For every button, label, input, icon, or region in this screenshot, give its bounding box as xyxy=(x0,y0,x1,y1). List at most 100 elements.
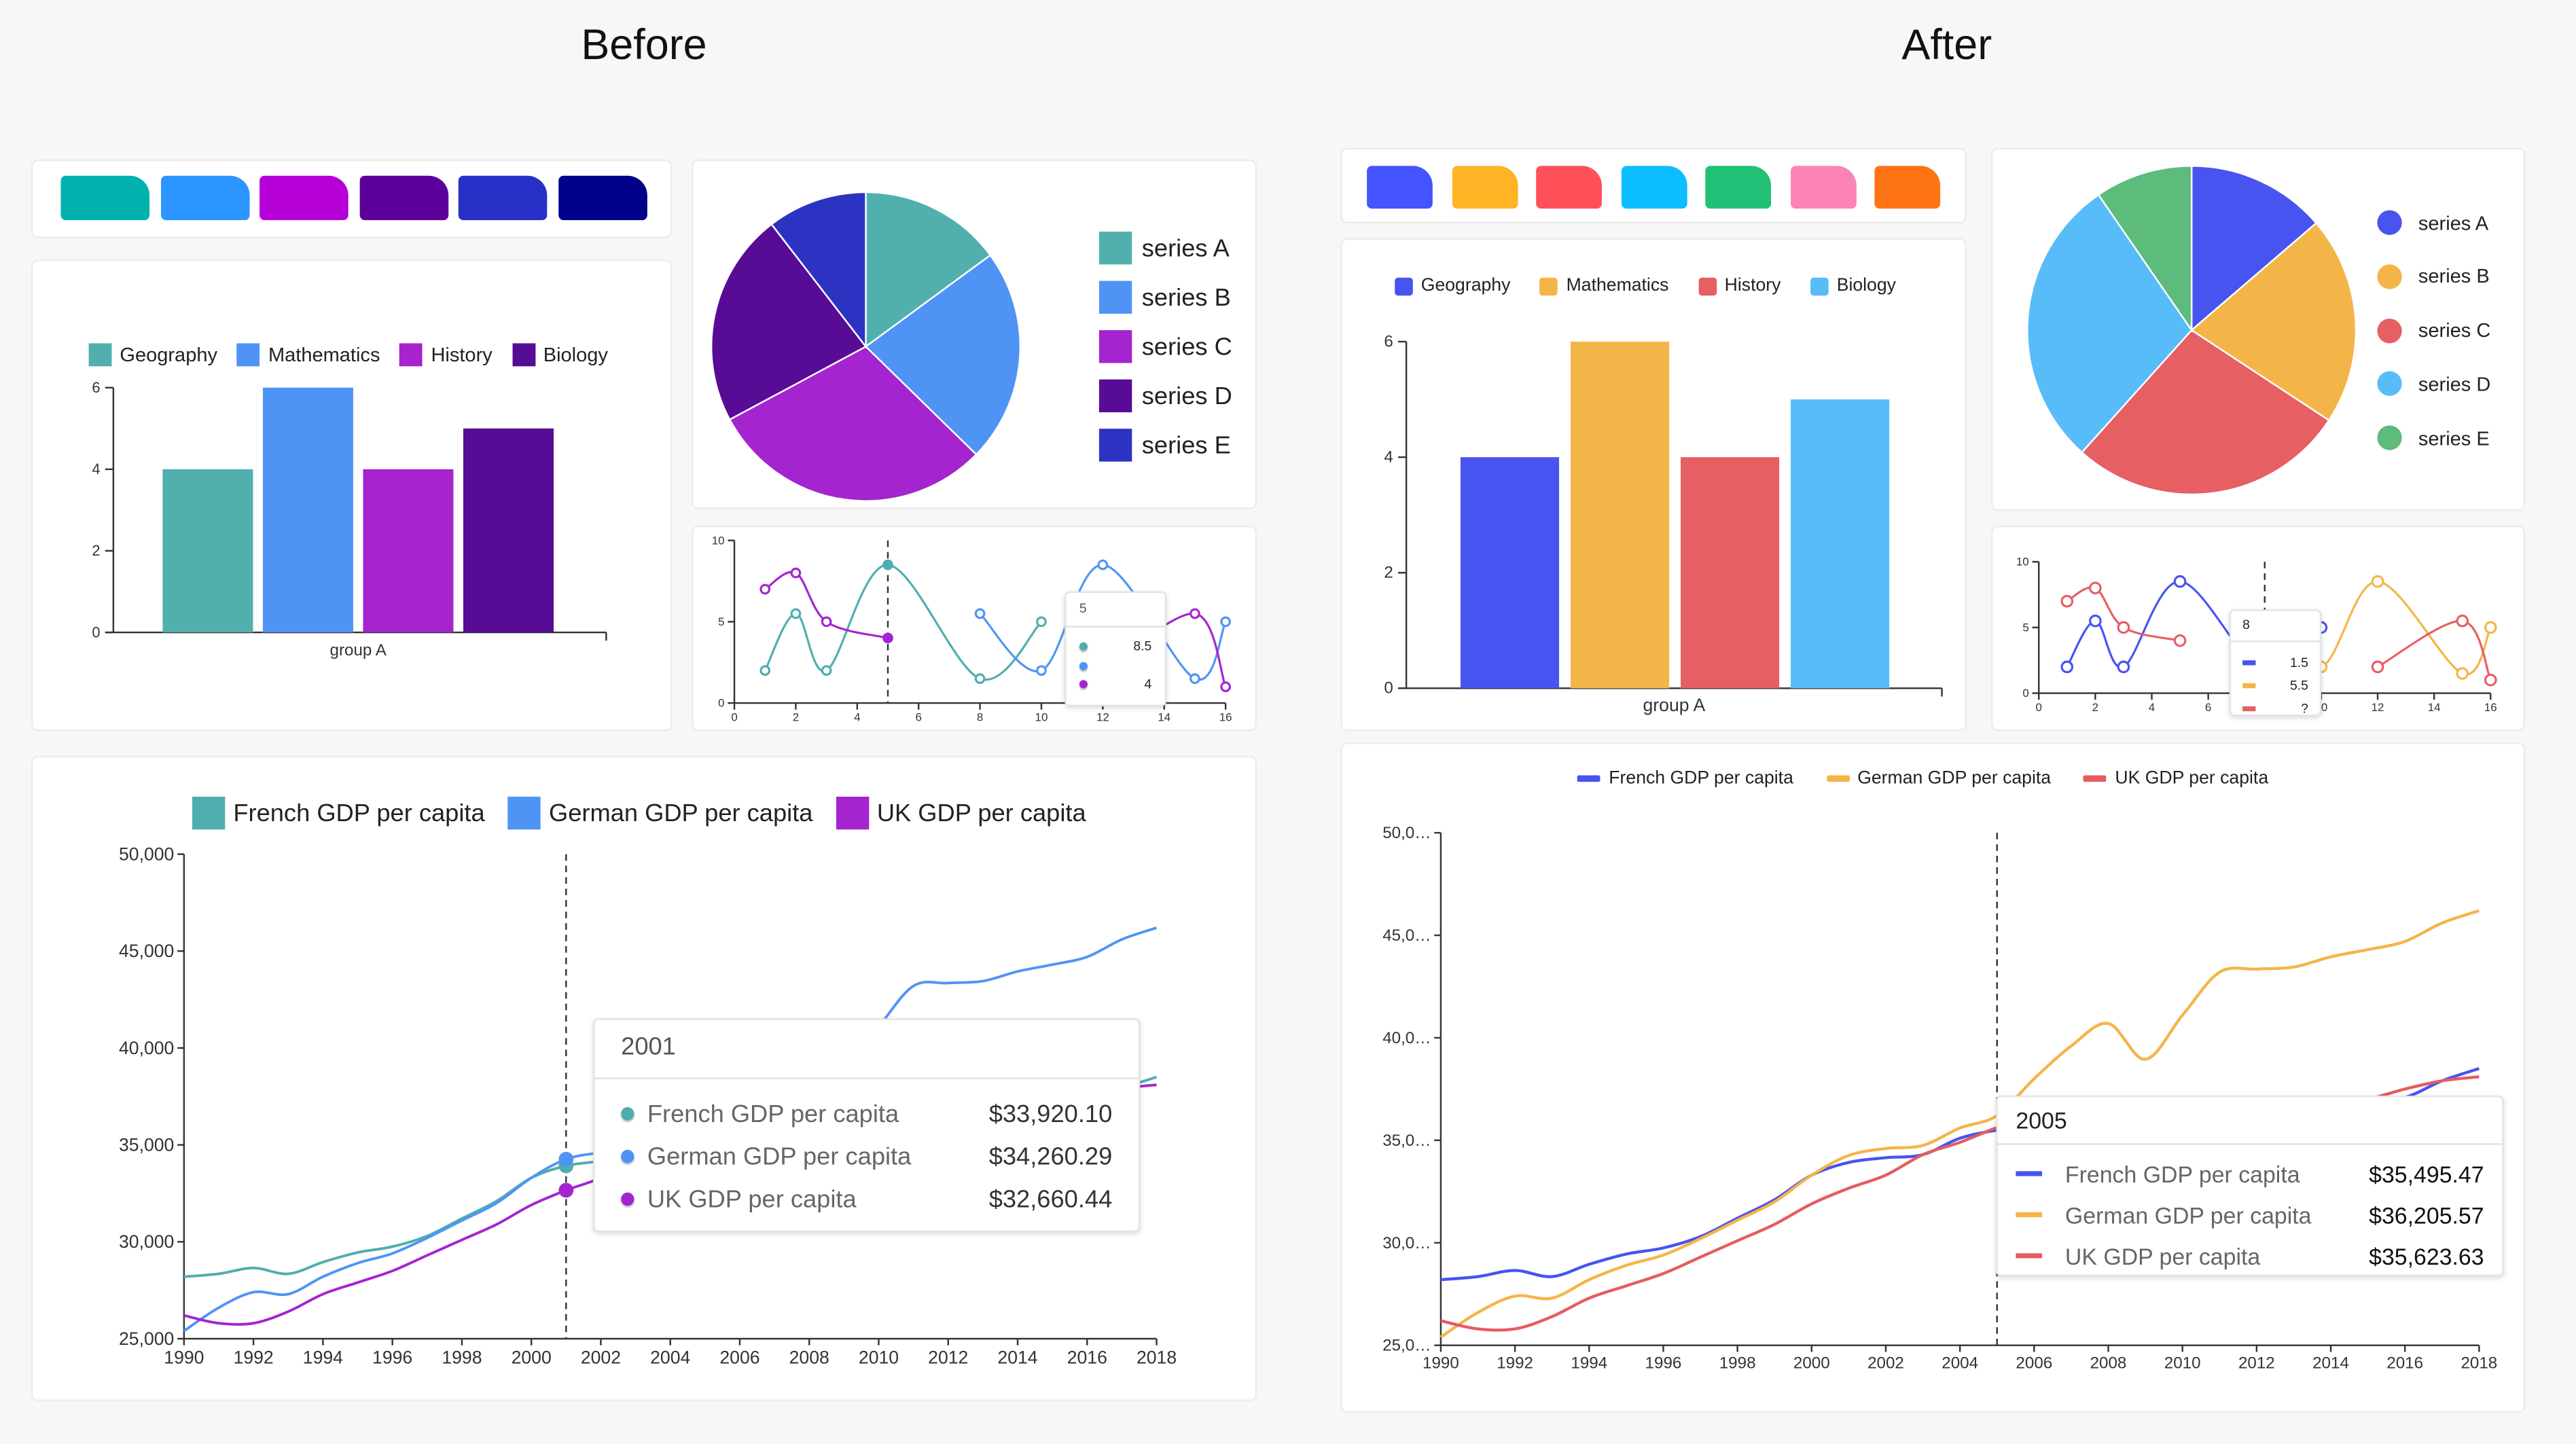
data-point[interactable] xyxy=(1036,665,1047,676)
legend-item[interactable]: History xyxy=(399,343,499,367)
data-point[interactable] xyxy=(2484,673,2497,687)
legend-item[interactable]: series B xyxy=(1098,281,1231,314)
data-point[interactable] xyxy=(2456,614,2469,628)
legend-item[interactable]: Geography xyxy=(1395,276,1527,295)
data-point[interactable] xyxy=(1220,681,1231,692)
series-line[interactable] xyxy=(764,571,889,639)
pie-slice[interactable] xyxy=(728,345,978,502)
legend-item[interactable]: History xyxy=(1698,276,1797,295)
pie-slice[interactable] xyxy=(710,223,867,421)
legend-marker-icon xyxy=(1826,775,1850,782)
data-point[interactable] xyxy=(2173,634,2187,647)
color-swatch[interactable] xyxy=(260,175,349,221)
color-swatch[interactable] xyxy=(160,175,249,221)
legend-item[interactable]: German GDP per capita xyxy=(507,796,823,830)
color-swatch[interactable] xyxy=(1620,166,1687,209)
data-point[interactable] xyxy=(1220,616,1231,628)
legend-label: Geography xyxy=(1420,276,1511,296)
color-swatch[interactable] xyxy=(60,175,150,221)
bar[interactable] xyxy=(1570,342,1670,689)
x-tick-label: 6 xyxy=(915,711,921,724)
bar[interactable] xyxy=(1460,457,1560,689)
data-point[interactable] xyxy=(2456,667,2469,680)
data-point[interactable] xyxy=(2371,660,2384,674)
legend-item[interactable]: Mathematics xyxy=(237,343,387,367)
data-point[interactable] xyxy=(2089,581,2102,595)
legend-item[interactable]: French GDP per capita xyxy=(1577,769,1813,789)
legend-item[interactable]: French GDP per capita xyxy=(192,796,495,830)
data-point[interactable] xyxy=(2117,621,2130,634)
legend-marker-icon xyxy=(2377,425,2402,451)
active-data-point[interactable] xyxy=(558,1151,574,1167)
series-line[interactable] xyxy=(2066,586,2181,642)
bar[interactable] xyxy=(463,428,554,633)
color-swatch[interactable] xyxy=(1451,166,1518,209)
legend-item[interactable]: Mathematics xyxy=(1539,276,1685,295)
legend-item[interactable]: series E xyxy=(2377,425,2490,451)
pie-slice[interactable] xyxy=(2190,221,2357,422)
color-swatch[interactable] xyxy=(1874,166,1941,209)
data-point[interactable] xyxy=(1189,608,1200,619)
data-point[interactable] xyxy=(1036,616,1047,628)
data-point[interactable] xyxy=(821,665,832,676)
series-line[interactable] xyxy=(1439,909,2480,1339)
legend-item[interactable]: series C xyxy=(2377,318,2490,343)
active-data-point[interactable] xyxy=(882,559,893,571)
legend-item[interactable]: series A xyxy=(2377,210,2488,235)
data-point[interactable] xyxy=(2484,621,2497,634)
pie-slice[interactable] xyxy=(2026,194,2193,454)
color-swatch[interactable] xyxy=(359,175,448,221)
color-swatch[interactable] xyxy=(1367,166,1433,209)
legend-item[interactable]: Biology xyxy=(1810,276,1912,295)
legend-item[interactable]: series E xyxy=(1098,429,1231,462)
data-point[interactable] xyxy=(2371,575,2384,588)
x-tick-label: 1994 xyxy=(1571,1354,1607,1373)
legend-item[interactable]: Geography xyxy=(88,343,223,367)
chart-svg: 0 2 4 6 group A xyxy=(1384,332,1943,715)
legend-marker-icon xyxy=(2377,318,2402,343)
pie-slice[interactable] xyxy=(2190,165,2318,332)
legend-item[interactable]: UK GDP per capita xyxy=(2083,769,2288,789)
bar[interactable] xyxy=(162,469,253,633)
active-data-point[interactable] xyxy=(558,1183,574,1198)
data-point[interactable] xyxy=(759,583,771,595)
data-point[interactable] xyxy=(974,673,986,685)
legend-item[interactable]: German GDP per capita xyxy=(1826,769,2071,789)
data-point[interactable] xyxy=(2060,594,2074,608)
color-swatch[interactable] xyxy=(1705,166,1772,209)
data-point[interactable] xyxy=(1189,673,1200,685)
pie-slice[interactable] xyxy=(865,191,992,348)
legend-marker-icon xyxy=(2377,372,2402,397)
data-point[interactable] xyxy=(790,608,802,619)
legend-item[interactable]: Biology xyxy=(512,343,615,367)
legend-item[interactable]: series D xyxy=(2377,372,2490,397)
data-point[interactable] xyxy=(759,665,771,676)
color-swatch[interactable] xyxy=(1789,166,1856,209)
data-point[interactable] xyxy=(821,616,832,628)
bar[interactable] xyxy=(1791,399,1890,689)
data-point[interactable] xyxy=(2060,660,2074,674)
data-point[interactable] xyxy=(2117,660,2130,674)
legend-item[interactable]: UK GDP per capita xyxy=(836,796,1096,830)
data-point[interactable] xyxy=(2089,614,2102,628)
series-line[interactable] xyxy=(764,563,1043,681)
pie-slice[interactable] xyxy=(770,191,867,349)
data-point[interactable] xyxy=(790,567,802,579)
bar[interactable] xyxy=(262,387,353,633)
legend-item[interactable]: series A xyxy=(1098,231,1230,265)
bar[interactable] xyxy=(363,469,454,633)
color-swatch[interactable] xyxy=(1536,166,1602,209)
pie-slice[interactable] xyxy=(2097,165,2193,333)
pie-slice[interactable] xyxy=(2080,329,2330,496)
legend-item[interactable]: series B xyxy=(2377,264,2490,289)
active-data-point[interactable] xyxy=(882,632,893,644)
data-point[interactable] xyxy=(1097,559,1109,571)
legend-item[interactable]: series D xyxy=(1098,379,1232,413)
color-swatch[interactable] xyxy=(459,175,548,221)
pie-slice[interactable] xyxy=(864,254,1022,456)
data-point[interactable] xyxy=(974,608,986,619)
bar[interactable] xyxy=(1681,457,1780,689)
color-swatch[interactable] xyxy=(558,175,647,221)
legend-item[interactable]: series C xyxy=(1098,330,1232,363)
data-point[interactable] xyxy=(2173,575,2187,588)
